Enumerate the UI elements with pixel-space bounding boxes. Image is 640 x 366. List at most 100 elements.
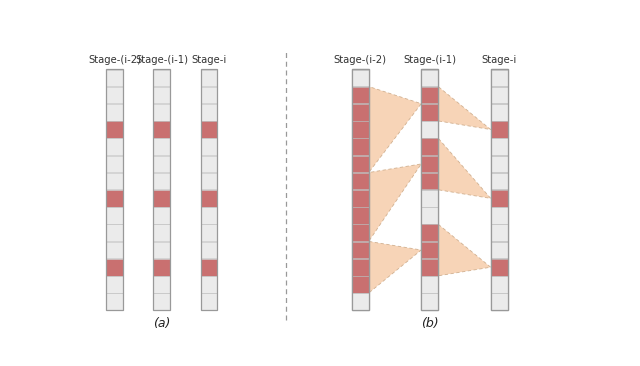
Bar [352,190,369,207]
Text: Stage-(i-2): Stage-(i-2) [333,55,387,65]
Bar [352,156,369,172]
Bar [106,293,123,310]
Bar [106,173,123,190]
Polygon shape [369,86,421,172]
Bar [421,173,438,190]
Bar [491,259,508,276]
Bar [352,69,369,310]
Bar [421,121,438,138]
Bar [421,70,438,86]
Bar [154,207,170,224]
Bar [421,69,438,310]
Bar [421,259,438,276]
Bar [106,104,123,121]
Bar [200,104,218,121]
Bar [491,87,508,104]
Bar [352,224,369,241]
Bar [352,276,369,293]
Bar [200,70,218,86]
Bar [421,87,438,104]
Bar [421,138,438,155]
Bar [200,259,218,276]
Bar [200,190,218,207]
Bar [491,104,508,121]
Bar [352,138,369,155]
Bar [154,190,170,207]
Bar [491,276,508,293]
Bar [200,207,218,224]
Polygon shape [438,86,491,130]
Bar [106,207,123,224]
Bar [352,104,369,121]
Text: Stage-(i-1): Stage-(i-1) [403,55,456,65]
Bar [421,190,438,207]
Bar [491,156,508,172]
Bar [491,173,508,190]
Bar [421,293,438,310]
Bar [491,70,508,86]
Bar [154,173,170,190]
Bar [491,242,508,258]
Bar [200,242,218,258]
Bar [200,293,218,310]
Bar [421,276,438,293]
Bar [352,87,369,104]
Bar [491,173,508,190]
Bar [154,224,170,241]
Bar [200,156,218,172]
Bar [200,121,218,138]
Bar [154,293,170,310]
Bar [352,121,369,138]
Bar [154,156,170,172]
Bar [106,138,123,155]
Bar [352,156,369,172]
Bar [154,87,170,104]
Bar [491,224,508,241]
Bar [421,207,438,224]
Bar [491,138,508,155]
Bar [200,138,218,155]
Bar [352,207,369,224]
Bar [491,69,508,310]
Text: (a): (a) [153,317,170,330]
Bar [421,190,438,207]
Bar [352,242,369,258]
Bar [491,87,508,104]
Bar [200,87,218,104]
Bar [421,70,438,86]
Bar [106,70,123,86]
Bar [106,259,123,276]
Bar [352,173,369,190]
Bar [352,207,369,224]
Bar [352,190,369,207]
Polygon shape [438,138,491,198]
Bar [491,121,508,138]
Bar [421,121,438,138]
Bar [491,156,508,172]
Bar [491,276,508,293]
Bar [352,293,369,310]
Bar [421,224,438,241]
Bar [200,224,218,241]
Bar [352,259,369,276]
Polygon shape [369,242,421,293]
Text: Stage-(i-2): Stage-(i-2) [88,55,141,65]
Bar [154,276,170,293]
Bar [154,138,170,155]
Bar [352,69,369,310]
Bar [352,70,369,86]
Bar [200,69,218,310]
Bar [421,276,438,293]
Bar [421,242,438,258]
Bar [154,104,170,121]
Bar [421,242,438,258]
Bar [421,138,438,155]
Bar [154,121,170,138]
Bar [106,121,123,138]
Bar [154,259,170,276]
Bar [200,173,218,190]
Bar [106,224,123,241]
Bar [421,104,438,121]
Text: Stage-i: Stage-i [191,55,227,65]
Text: Stage-i: Stage-i [481,55,516,65]
